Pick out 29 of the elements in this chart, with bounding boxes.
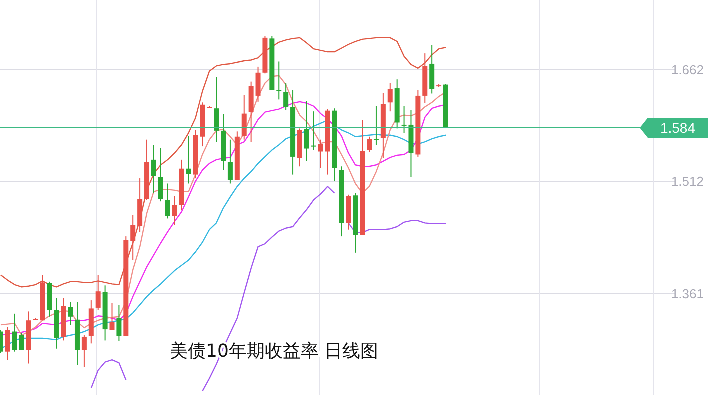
candlestick: [12, 313, 18, 352]
candlestick: [151, 144, 156, 194]
candlestick: [256, 66, 261, 102]
candlestick: [82, 334, 87, 368]
candlestick: [130, 214, 136, 261]
candlestick: [5, 326, 10, 361]
candlestick: [304, 100, 310, 162]
candlestick: [68, 302, 74, 326]
candlestick: [19, 332, 24, 351]
y-tick-label: 1.361: [671, 286, 704, 302]
candlestick: [165, 183, 170, 220]
candlestick: [228, 139, 233, 184]
candlestick: [116, 304, 122, 342]
candlestick: [367, 136, 372, 153]
y-tick-label: 1.512: [671, 174, 704, 190]
ref-line-label: 1.584: [660, 120, 696, 136]
candlestick: [374, 106, 379, 146]
candlestick: [110, 303, 115, 331]
candlestick: [318, 139, 324, 169]
candlestick: [242, 94, 247, 140]
candlestick: [388, 82, 393, 112]
candlestick: [158, 148, 164, 202]
y-tick-label: 1.662: [671, 62, 704, 78]
candlestick: [284, 82, 289, 111]
candlestick: [186, 136, 192, 184]
candlestick: [276, 61, 282, 100]
candlestick: [214, 76, 220, 143]
candlestick: [172, 196, 178, 226]
candlestick: [311, 111, 316, 151]
